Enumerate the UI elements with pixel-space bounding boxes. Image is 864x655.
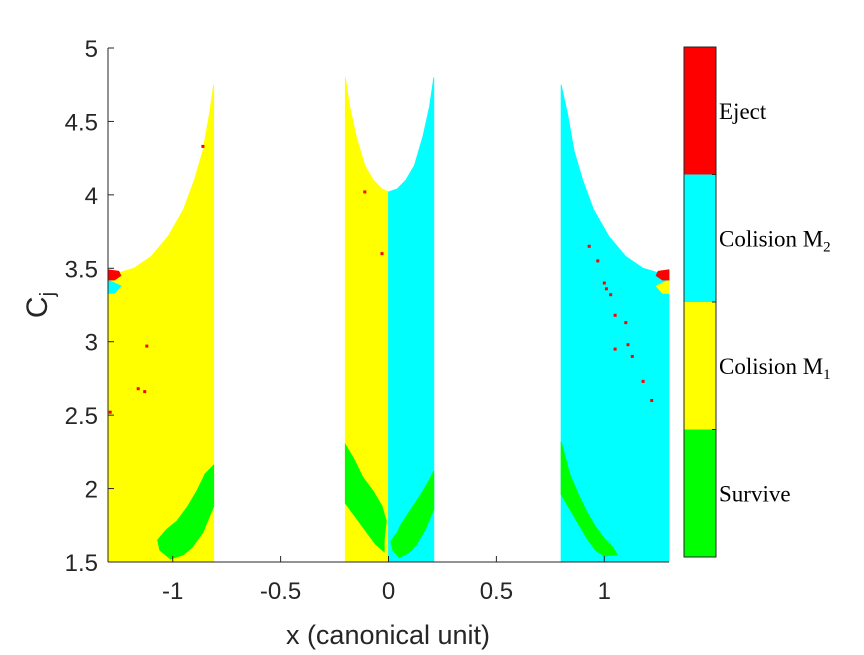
scatter-point-6 <box>380 252 384 256</box>
scatter-point-8 <box>596 259 600 263</box>
scatter-point-11 <box>609 293 613 297</box>
scatter-point-1 <box>145 344 149 348</box>
scatter-point-13 <box>624 321 628 325</box>
y-axis-label-main: C <box>21 296 54 318</box>
region-left-survive <box>157 464 215 560</box>
y-tick-label: 1.5 <box>65 550 98 577</box>
scatter-point-16 <box>630 354 634 358</box>
colorbar-label-eject: Eject <box>719 99 767 124</box>
scatter-point-18 <box>650 399 654 402</box>
scatter-point-2 <box>136 387 140 391</box>
scatter-point-10 <box>604 287 608 291</box>
y-tick-label: 2 <box>85 477 98 504</box>
colorbar: Eject Colision M2 Colision M1 Survive <box>683 46 831 558</box>
x-tick-label: 0 <box>382 578 395 605</box>
scatter-point-15 <box>613 347 617 351</box>
y-tick-label: 3 <box>85 330 98 357</box>
colorbar-segment-collision_m2 <box>684 174 716 302</box>
region-center-survive-right <box>390 470 435 559</box>
y-tick-label: 4 <box>85 183 98 210</box>
colorbar-label-collision_m2: Colision M2 <box>719 226 831 255</box>
x-tick-label: 1 <box>598 578 611 605</box>
x-tick-label: -0.5 <box>260 578 301 605</box>
y-axis-label: Cj <box>21 292 59 318</box>
x-ticks: -1 -0.5 0 0.5 1 <box>162 556 611 605</box>
colorbar-label-survive: Survive <box>719 481 791 506</box>
plot-scatter <box>108 144 654 414</box>
colorbar-segment-survive <box>684 429 716 557</box>
scatter-point-12 <box>613 313 617 317</box>
x-tick-label: 0.5 <box>480 578 513 605</box>
scatter-point-4 <box>108 410 112 414</box>
y-axis-label-sub: j <box>37 292 59 297</box>
scatter-point-14 <box>626 343 630 347</box>
y-tick-label: 4.5 <box>65 109 98 136</box>
region-right-survive <box>560 441 618 557</box>
y-tick-label: 3.5 <box>65 256 98 283</box>
y-tick-label: 2.5 <box>65 403 98 430</box>
colorbar-segment-collision_m1 <box>684 302 716 430</box>
x-tick-label: -1 <box>162 578 183 605</box>
colorbar-label-collision_m1: Colision M1 <box>719 354 831 383</box>
scatter-point-3 <box>143 390 147 394</box>
y-tick-label: 5 <box>85 36 98 63</box>
y-ticks: 1.5 2 2.5 3 3.5 4 4.5 5 <box>65 36 114 577</box>
plot-regions <box>107 77 670 563</box>
region-center-survive-left <box>344 443 387 553</box>
scatter-point-7 <box>587 244 591 248</box>
scatter-point-17 <box>641 379 645 383</box>
scatter-point-0 <box>201 144 205 148</box>
region-right-eject-patch <box>655 269 670 281</box>
colorbar-segment-eject <box>684 47 716 175</box>
x-axis-label: x (canonical unit) <box>286 620 490 650</box>
region-right-collision-m2 <box>560 84 670 563</box>
region-right-collision-m1-sliver <box>655 279 670 294</box>
scatter-point-9 <box>602 281 606 285</box>
scatter-point-5 <box>363 190 367 194</box>
region-center-collision-m2 <box>388 77 435 563</box>
